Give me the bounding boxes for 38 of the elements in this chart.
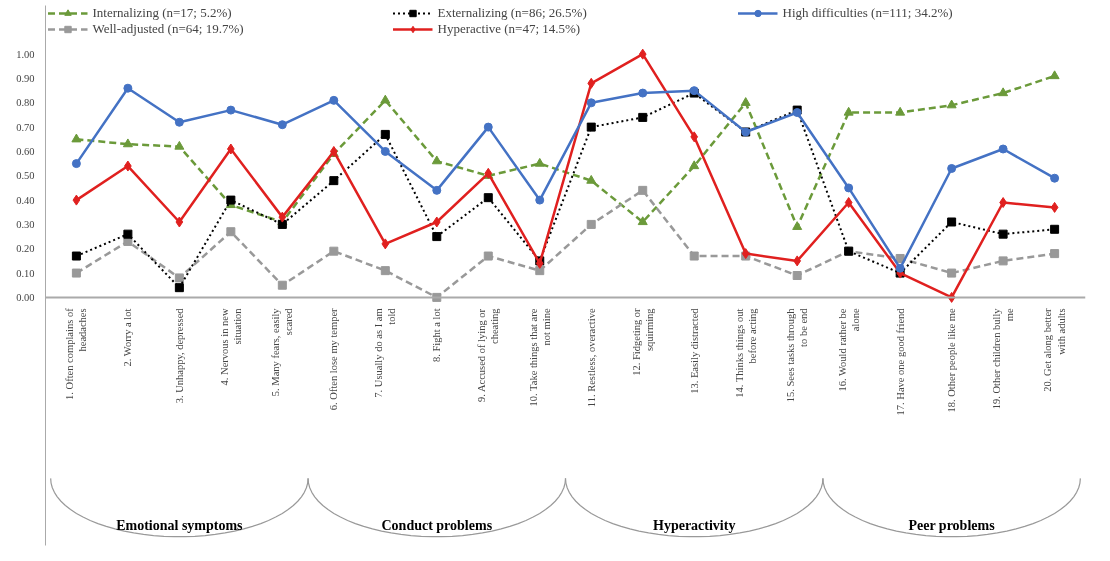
y-tick-label: 0.50 [16,170,35,182]
x-tick-label: 9. Accused of lying or cheating [476,307,501,402]
y-tick-label: 1.00 [16,48,35,60]
x-tick-label: 5. Many fears, easily scared [270,307,295,397]
x-tick-label: 8. Fight a lot [431,308,443,363]
x-tick-label: 6. Often lose my temper [328,307,340,411]
y-tick-label: 0.00 [16,291,35,303]
x-tick-label: 4. Nervous in new situation [218,307,243,386]
x-tick-label: 2. Worry a lot [122,308,134,367]
x-tick-label: 1. Often complains of headaches [64,307,89,400]
x-tick-label: 10. Take things that are not mine [527,308,552,407]
x-tick-label: 12. Fidgeting or squirming [630,307,655,376]
legend-label: Externalizing (n=86; 26.5%) [437,5,588,21]
x-tick-label: 13. Easily distracted [688,307,700,394]
y-tick-label: 0.80 [16,97,35,109]
y-tick-label: 0.10 [16,267,35,279]
x-tick-label: 11. Restless, overactive [585,308,597,408]
text: Emotional symptoms [116,517,244,533]
x-tick-label: 18. Other people like me [946,308,958,413]
legend-label: Hyperactive (n=47; 14.5%) [437,21,582,37]
legend-label: Well-adjusted (n=64; 19.7%) [92,21,245,37]
y-tick-label: 0.40 [16,194,35,206]
y-tick-label: 0.70 [16,121,35,133]
legend-label: High difficulties (n=111; 34.2%) [782,5,954,21]
x-tick-label: 16. Would rather be alone [836,308,861,392]
x-tick-label: 7. Usually do as I am told [373,307,398,398]
y-tick-label: 0.60 [16,145,35,157]
x-tick-label: 14. Thinks things out before acting [733,307,758,398]
x-tick-label: 19. Other children bully me [991,307,1016,410]
text: Hyperactivity [653,517,736,533]
legend-label: Internalizing (n=17; 5.2%) [92,5,233,21]
y-tick-label: 0.30 [16,218,35,230]
y-tick-label: 0.20 [16,243,35,255]
x-tick-label: 17. Have one good friend [894,307,906,416]
y-tick-label: 0.90 [16,72,35,84]
text: Peer problems [908,517,996,533]
x-tick-label: 3. Unhappy, depressed [173,307,185,404]
text: Conduct problems [381,517,493,533]
